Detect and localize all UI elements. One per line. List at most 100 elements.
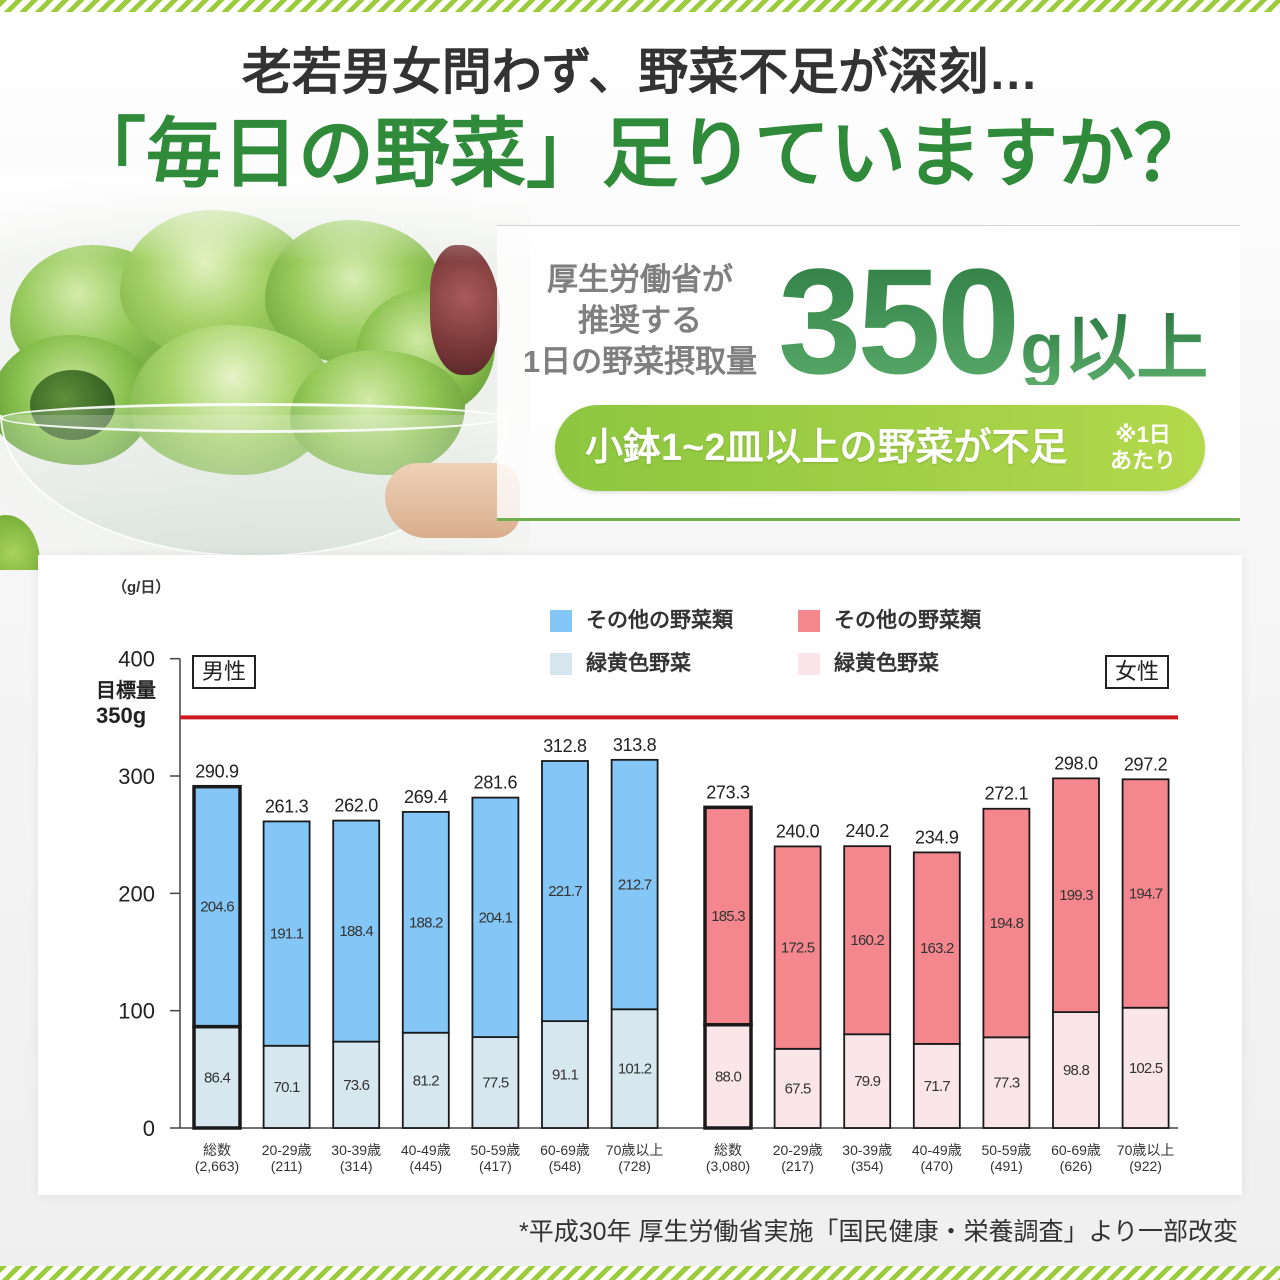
bar-total-label: 273.3 — [706, 782, 750, 802]
bar-total-label: 313.8 — [613, 735, 657, 755]
bar-value-label: 212.7 — [618, 877, 652, 894]
bar-total-label: 312.8 — [543, 736, 587, 756]
x-category-label: 30-39歳 — [331, 1142, 381, 1158]
recommended-amount: 350 g以上 — [778, 246, 1208, 396]
legend-swatch — [798, 653, 820, 675]
page-subtitle: 老若男女問わず、野菜不足が深刻… — [241, 44, 1039, 100]
bar-segment-other — [982, 807, 1031, 1039]
shortfall-note-line: ※1日 — [1115, 422, 1171, 447]
bar-value-label: 67.5 — [785, 1080, 811, 1097]
x-category-label: 総数 — [203, 1142, 231, 1158]
bottom-stripe-border — [0, 1266, 1280, 1280]
bar-value-label: 101.2 — [618, 1061, 652, 1078]
bar-total-label: 234.9 — [915, 827, 959, 847]
x-category-label: 60-69歳 — [540, 1142, 590, 1158]
bar-segment-other — [610, 758, 659, 1011]
legend-label: その他の野菜類 — [586, 609, 733, 632]
bar-value-label: 194.8 — [990, 915, 1024, 932]
bar-segment-other — [1121, 778, 1170, 1009]
bar-value-label: 98.8 — [1063, 1062, 1089, 1079]
bar-segment-other — [703, 805, 753, 1027]
x-sample-size-label: (548) — [549, 1158, 582, 1174]
x-category-label: 20-29歳 — [262, 1142, 312, 1158]
bar-value-label: 188.2 — [409, 914, 443, 931]
page-title: 「毎日の野菜」足りていますか？ — [70, 112, 1210, 197]
bar-value-label: 73.6 — [343, 1077, 369, 1094]
bar-total-label: 262.0 — [334, 796, 378, 816]
target-label: 目標量 350g — [96, 679, 156, 729]
bar-segment-green-yellow — [401, 1031, 450, 1129]
legend-item-female-green-yellow: 緑黄色野菜 — [798, 652, 939, 676]
bar-segment-green-yellow — [332, 1040, 381, 1129]
bar-segment-other — [192, 784, 242, 1029]
x-category-label: 30-39歳 — [842, 1142, 892, 1158]
bar-value-label: 86.4 — [204, 1069, 230, 1086]
x-sample-size-label: (491) — [990, 1158, 1023, 1174]
bar-value-label: 199.3 — [1059, 887, 1093, 904]
bar-total-label: 272.1 — [985, 784, 1029, 804]
bar-segment-green-yellow — [610, 1008, 659, 1129]
legend-label: 緑黄色野菜 — [586, 652, 691, 675]
caption-line: 1日の野菜摂取量 — [522, 344, 758, 379]
recommendation-panel: 厚生労働省が 推奨する 1日の野菜摂取量 350 g以上 小鉢1~2皿以上の野菜… — [497, 225, 1240, 521]
shortfall-text: 小鉢1~2皿以上の野菜が不足 — [585, 427, 1068, 469]
bar-value-label: 188.4 — [339, 923, 373, 940]
group-label-male: 男性 — [192, 655, 256, 689]
target-label-title: 目標量 — [96, 680, 156, 702]
y-tick-label: 0 — [143, 1116, 155, 1141]
legend-label: その他の野菜類 — [834, 609, 981, 632]
bar-segment-other — [843, 845, 892, 1036]
x-category-label: 70歳以上 — [1117, 1142, 1175, 1158]
x-sample-size-label: (3,080) — [706, 1158, 750, 1174]
legend-swatch — [798, 610, 820, 632]
legend-label: 緑黄色野菜 — [834, 652, 939, 675]
x-sample-size-label: (417) — [479, 1158, 512, 1174]
legend-swatch — [550, 653, 572, 675]
shortfall-note-line: あたり — [1109, 448, 1176, 473]
x-sample-size-label: (626) — [1060, 1158, 1093, 1174]
bar-value-label: 71.7 — [924, 1078, 950, 1095]
y-axis-unit-label: （g/日） — [112, 579, 171, 596]
legend-item-female-other: その他の野菜類 — [798, 609, 981, 633]
bar-segment-green-yellow — [262, 1044, 311, 1129]
group-label-female: 女性 — [1105, 655, 1169, 689]
bar-total-label: 269.4 — [404, 787, 448, 807]
bar-value-label: 81.2 — [413, 1072, 439, 1089]
bar-value-label: 88.0 — [715, 1068, 741, 1085]
bar-total-label: 261.3 — [265, 796, 309, 816]
bar-total-label: 298.0 — [1054, 753, 1098, 773]
x-sample-size-label: (728) — [618, 1158, 651, 1174]
target-label-value: 350g — [96, 703, 147, 728]
x-category-label: 60-69歳 — [1051, 1142, 1101, 1158]
amount-value: 350 — [778, 237, 1020, 405]
bar-segment-other — [912, 851, 961, 1045]
bar-segment-green-yellow — [541, 1020, 589, 1129]
bar-segment-green-yellow — [471, 1036, 520, 1129]
bar-value-label: 221.7 — [548, 883, 582, 900]
bar-total-label: 240.2 — [845, 821, 889, 841]
bar-value-label: 163.2 — [920, 940, 954, 957]
x-category-label: 40-49歳 — [401, 1142, 451, 1158]
bar-segment-other — [773, 845, 822, 1050]
x-sample-size-label: (470) — [920, 1158, 953, 1174]
bar-value-label: 204.1 — [479, 909, 513, 926]
bar-segment-other — [1052, 777, 1100, 1013]
legend-swatch — [550, 610, 572, 632]
legend-item-male-green-yellow: 緑黄色野菜 — [550, 652, 691, 676]
bar-segment-green-yellow — [843, 1033, 892, 1129]
photo-fade-overlay — [0, 175, 530, 570]
bar-segment-other — [401, 811, 450, 1034]
bar-segment-green-yellow — [1121, 1006, 1170, 1129]
caption-line: 厚生労働省が — [547, 262, 733, 297]
y-tick-label: 400 — [118, 647, 155, 672]
x-sample-size-label: (2,663) — [195, 1158, 239, 1174]
amount-suffix: g以上 — [1020, 309, 1209, 389]
bar-segment-other — [332, 819, 381, 1043]
y-tick-label: 200 — [118, 881, 155, 906]
legend-item-male-other: その他の野菜類 — [550, 609, 733, 633]
top-stripe-border — [0, 0, 1280, 12]
bar-segment-other — [541, 760, 589, 1023]
bar-value-label: 160.2 — [850, 932, 884, 949]
x-category-label: 50-59歳 — [981, 1142, 1031, 1158]
